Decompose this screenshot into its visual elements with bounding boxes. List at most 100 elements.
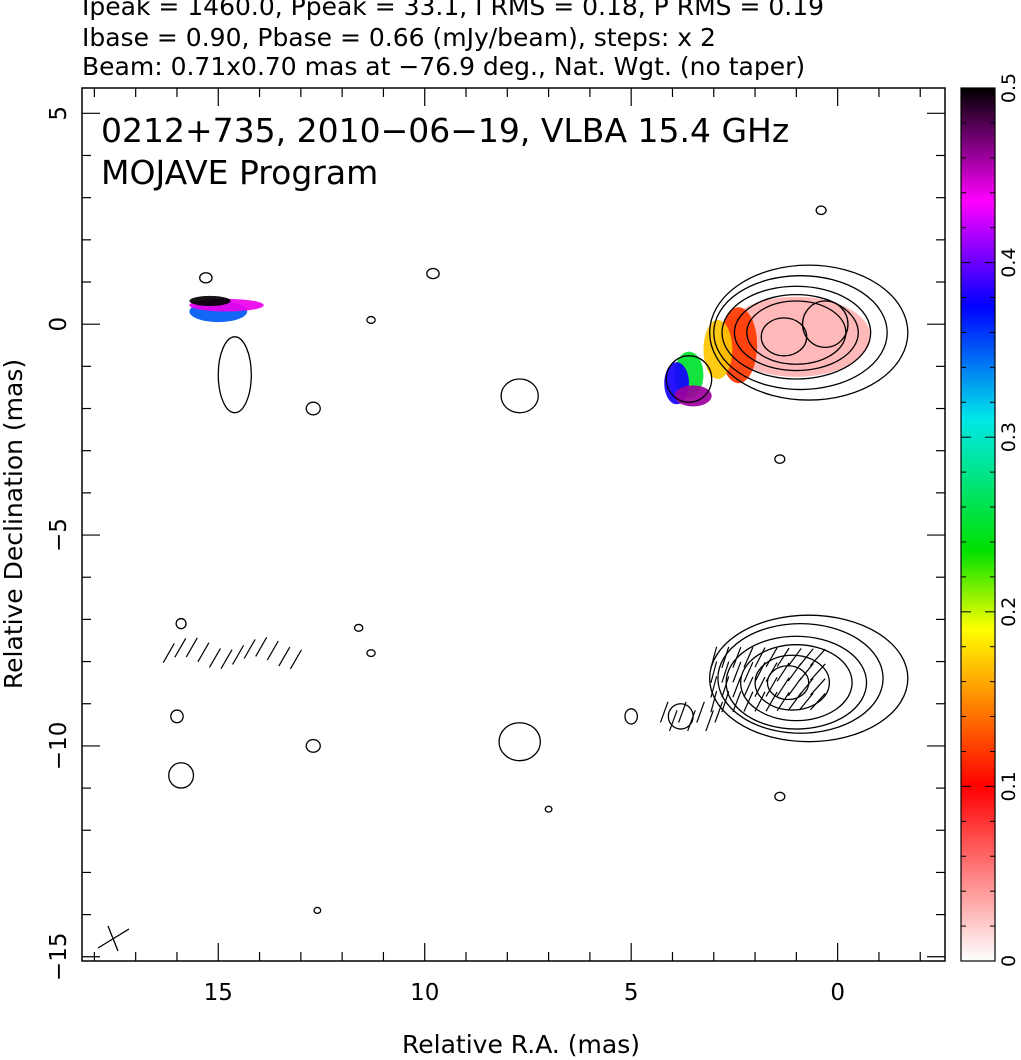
header-line-2: Ibase = 0.90, Pbase = 0.66 (mJy/beam), s… [82, 23, 716, 52]
intensity-contour [217, 336, 252, 414]
colorbar-tick-label: 0.5 [998, 73, 1020, 103]
evpa-vector [714, 701, 724, 723]
intensity-contour [353, 623, 364, 632]
colorbar-tick-label: 0.2 [998, 597, 1020, 627]
intensity-contour [366, 649, 376, 658]
evpa-vector [765, 647, 778, 668]
polarization-region [722, 296, 871, 377]
evpa-vector [732, 691, 742, 713]
intensity-contour [708, 614, 909, 743]
evpa-vector [668, 710, 678, 732]
evpa-vector [732, 646, 742, 668]
evpa-vector [754, 691, 766, 712]
intensity-contour [725, 635, 868, 730]
evpa-vector [721, 690, 730, 713]
evpa-vector [798, 677, 814, 696]
intensity-contour [366, 315, 376, 324]
intensity-contour [754, 654, 831, 711]
evpa-vector [710, 661, 718, 683]
evpa-vector [754, 676, 766, 697]
intensity-contour [708, 264, 909, 401]
y-tick-label: −15 [46, 933, 72, 982]
evpa-vectors [162, 637, 826, 732]
intensity-contour [739, 644, 853, 722]
evpa-vector [765, 662, 778, 682]
evpa-vector [754, 662, 766, 683]
evpa-vector [255, 637, 268, 657]
evpa-vector [787, 692, 802, 711]
x-axis-ticks [93, 88, 921, 961]
evpa-vector [787, 677, 802, 697]
header-line-1: Ipeak = 1460.0, Ppeak = 33.1, I RMS = 0.… [82, 0, 825, 21]
colorbar-tick-label: 0.3 [998, 422, 1020, 452]
evpa-vector [678, 701, 687, 723]
intensity-contour [199, 272, 213, 284]
x-axis-label: Relative R.A. (mas) [402, 1030, 640, 1059]
evpa-vector [162, 643, 175, 663]
plot-annotation-line-2: MOJAVE Program [101, 153, 378, 192]
x-tick-label: 5 [624, 980, 639, 1006]
evpa-vector [743, 647, 754, 668]
colorbar-ticks [961, 87, 995, 962]
y-tick-label: −10 [46, 722, 72, 771]
intensity-contour [305, 738, 321, 753]
evpa-vector [743, 676, 754, 698]
evpa-vector [754, 647, 766, 668]
evpa-vector [810, 663, 826, 681]
evpa-vector [659, 701, 669, 723]
evpa-vector [696, 701, 705, 723]
evpa-vector [732, 661, 742, 683]
evpa-vector [743, 661, 754, 683]
intensity-contour [713, 275, 888, 391]
intensity-contour [498, 722, 541, 762]
evpa-vector [185, 637, 198, 658]
intensity-contour [774, 791, 786, 802]
evpa-vector [765, 677, 778, 697]
evpa-vector [243, 639, 256, 659]
evpa-vector [810, 648, 826, 666]
intensity-contour [721, 285, 872, 380]
intensity-contour [760, 317, 808, 357]
header-line-3: Beam: 0.71x0.70 mas at −76.9 deg., Nat. … [82, 52, 806, 81]
intensity-contour [305, 401, 321, 416]
evpa-vector [208, 648, 221, 668]
evpa-vector [810, 693, 826, 711]
evpa-vector [710, 646, 718, 669]
evpa-vector [174, 637, 187, 658]
polarization-region [189, 295, 231, 307]
beam-marker [97, 925, 130, 952]
evpa-vector [798, 692, 814, 711]
y-tick-labels: 5 0 −5 −10 −15 [46, 106, 72, 981]
intensity-contour [801, 300, 849, 349]
evpa-vector [687, 710, 696, 732]
x-tick-labels: 15 10 5 0 [204, 980, 845, 1006]
intensity-contour [426, 267, 440, 280]
evpa-vector [776, 677, 790, 697]
intensity-contour [544, 805, 553, 813]
colorbar [960, 87, 996, 962]
evpa-vector [705, 710, 714, 732]
evpa-vector [776, 662, 790, 682]
evpa-vector [721, 646, 730, 668]
evpa-vector [743, 691, 754, 712]
intensity-contour [815, 205, 827, 216]
evpa-vector [776, 647, 790, 667]
intensity-contour [665, 355, 713, 403]
colorbar-tick-label: 0 [998, 955, 1020, 967]
x-tick-label: 0 [830, 980, 845, 1006]
y-tick-label: −5 [46, 518, 72, 552]
plot-annotation-line-1: 0212+735, 2010−06−19, VLBA 15.4 GHz [101, 111, 789, 150]
evpa-vector [220, 649, 233, 670]
intensity-contour [774, 454, 786, 464]
evpa-vector [732, 676, 742, 698]
intensity-contour [717, 622, 884, 734]
intensity-contour [313, 906, 322, 914]
evpa-vector [776, 692, 790, 712]
evpa-vector [289, 649, 302, 670]
evpa-vector [710, 676, 718, 698]
evpa-vector [232, 645, 245, 665]
colorbar-tick-label: 0.4 [998, 247, 1020, 277]
y-axis-ticks [82, 112, 945, 958]
x-tick-label: 10 [410, 980, 439, 1006]
